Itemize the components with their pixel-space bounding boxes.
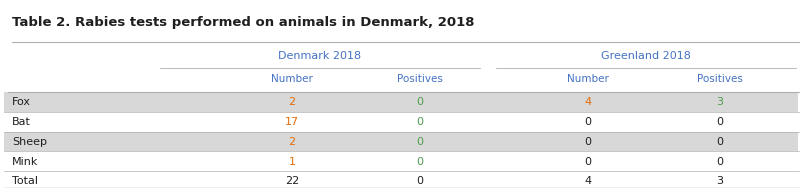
Text: 0: 0 bbox=[417, 176, 423, 186]
Text: 22: 22 bbox=[285, 176, 299, 186]
Text: Total: Total bbox=[12, 176, 38, 186]
Text: 0: 0 bbox=[417, 157, 423, 167]
Text: Mink: Mink bbox=[12, 157, 38, 167]
Text: 0: 0 bbox=[717, 117, 723, 127]
Text: 4: 4 bbox=[585, 97, 591, 108]
Bar bbox=[4, 132, 798, 151]
Text: Positives: Positives bbox=[697, 74, 743, 84]
Text: 2: 2 bbox=[289, 97, 295, 108]
Text: 3: 3 bbox=[717, 176, 723, 186]
Text: Table 2. Rabies tests performed on animals in Denmark, 2018: Table 2. Rabies tests performed on anima… bbox=[12, 16, 474, 29]
Text: 0: 0 bbox=[717, 157, 723, 167]
Text: 1: 1 bbox=[289, 157, 295, 167]
Text: Sheep: Sheep bbox=[12, 137, 47, 147]
Text: 17: 17 bbox=[285, 117, 299, 127]
Text: Bat: Bat bbox=[12, 117, 31, 127]
Text: 0: 0 bbox=[717, 137, 723, 147]
Bar bbox=[4, 92, 798, 112]
Text: 3: 3 bbox=[717, 97, 723, 108]
Text: Greenland 2018: Greenland 2018 bbox=[601, 51, 691, 61]
Text: 0: 0 bbox=[585, 117, 591, 127]
Text: 0: 0 bbox=[417, 137, 423, 147]
Text: 0: 0 bbox=[417, 97, 423, 108]
Text: Fox: Fox bbox=[12, 97, 31, 108]
Text: 4: 4 bbox=[585, 176, 591, 186]
Text: 0: 0 bbox=[417, 117, 423, 127]
Text: Number: Number bbox=[271, 74, 313, 84]
Text: Number: Number bbox=[567, 74, 609, 84]
Text: Positives: Positives bbox=[397, 74, 443, 84]
Text: Denmark 2018: Denmark 2018 bbox=[278, 51, 362, 61]
Text: 2: 2 bbox=[289, 137, 295, 147]
Text: 0: 0 bbox=[585, 137, 591, 147]
Text: 0: 0 bbox=[585, 157, 591, 167]
